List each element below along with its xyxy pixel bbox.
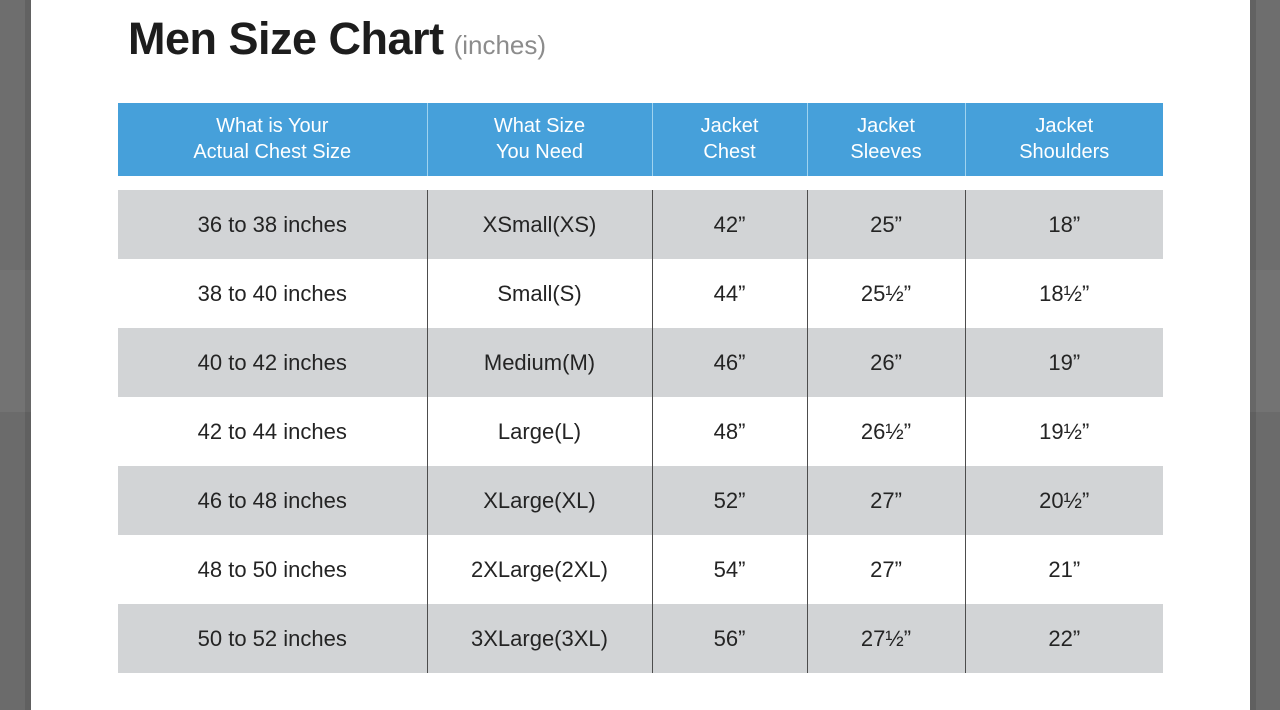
page-title-unit: (inches) <box>453 30 547 60</box>
cell-jacket-chest: 44” <box>651 259 807 328</box>
header-line-1: Jacket <box>1035 114 1094 137</box>
table-row: 42 to 44 inches Large(L) 48” 26½” 19½” <box>118 397 1163 466</box>
cell-size-needed: Medium(M) <box>426 328 652 397</box>
cell-jacket-shoulders: 22” <box>964 604 1163 673</box>
table-row: 50 to 52 inches 3XLarge(3XL) 56” 27½” 22… <box>118 604 1163 673</box>
header-row: What is Your Actual Chest Size What Size… <box>118 103 1163 176</box>
header-line-1: What Size <box>493 114 586 137</box>
header-body-gap <box>118 176 1163 190</box>
cell-jacket-shoulders: 18½” <box>964 259 1163 328</box>
header-line-2: Shoulders <box>1019 140 1110 163</box>
table-row: 38 to 40 inches Small(S) 44” 25½” 18½” <box>118 259 1163 328</box>
table-body: 36 to 38 inches XSmall(XS) 42” 25” 18” 3… <box>118 176 1163 673</box>
cell-chest-size: 42 to 44 inches <box>118 397 427 466</box>
size-chart-table: What is Your Actual Chest Size What Size… <box>118 103 1163 673</box>
cell-chest-size: 38 to 40 inches <box>118 259 427 328</box>
cell-jacket-sleeves: 27” <box>806 466 965 535</box>
page-title: Men Size Chart (inches) <box>128 16 546 61</box>
header-line-1: What is Your <box>216 114 329 137</box>
cell-jacket-shoulders: 20½” <box>964 466 1163 535</box>
cell-chest-size: 46 to 48 inches <box>118 466 427 535</box>
cell-jacket-sleeves: 27½” <box>806 604 965 673</box>
cell-chest-size: 40 to 42 inches <box>118 328 427 397</box>
header-line-1: Jacket <box>700 114 759 137</box>
cell-jacket-sleeves: 27” <box>806 535 965 604</box>
left-bar-edge-shade <box>25 0 31 710</box>
cell-jacket-shoulders: 18” <box>964 190 1163 259</box>
cell-jacket-sleeves: 25½” <box>806 259 965 328</box>
cell-jacket-sleeves: 25” <box>806 190 965 259</box>
cell-chest-size: 36 to 38 inches <box>118 190 427 259</box>
cell-jacket-chest: 52” <box>651 466 807 535</box>
cell-jacket-chest: 42” <box>651 190 807 259</box>
column-header-jacket-sleeves: Jacket Sleeves <box>806 103 965 176</box>
cell-size-needed: XSmall(XS) <box>426 190 652 259</box>
cell-jacket-shoulders: 19” <box>964 328 1163 397</box>
header-line-2: Sleeves <box>850 140 922 163</box>
cell-size-needed: XLarge(XL) <box>426 466 652 535</box>
cell-size-needed: 3XLarge(3XL) <box>426 604 652 673</box>
column-header-jacket-shoulders: Jacket Shoulders <box>964 103 1163 176</box>
cell-chest-size: 48 to 50 inches <box>118 535 427 604</box>
cell-size-needed: Small(S) <box>426 259 652 328</box>
header-line-1: Jacket <box>857 114 915 137</box>
cell-jacket-chest: 48” <box>651 397 807 466</box>
document-page: Men Size Chart (inches) What is Your Act… <box>31 0 1250 710</box>
cell-jacket-sleeves: 26” <box>806 328 965 397</box>
cell-jacket-shoulders: 21” <box>964 535 1163 604</box>
cell-jacket-shoulders: 19½” <box>964 397 1163 466</box>
header-line-2: Actual Chest Size <box>193 140 352 163</box>
left-letterbox-bar <box>0 0 31 710</box>
column-header-actual-chest-size: What is Your Actual Chest Size <box>118 103 427 176</box>
cell-jacket-chest: 54” <box>651 535 807 604</box>
cell-jacket-chest: 46” <box>651 328 807 397</box>
right-bar-edge-shade <box>1250 0 1256 710</box>
table-header: What is Your Actual Chest Size What Size… <box>118 103 1163 176</box>
cell-size-needed: 2XLarge(2XL) <box>426 535 652 604</box>
header-line-2: You Need <box>495 140 584 163</box>
table-row: 46 to 48 inches XLarge(XL) 52” 27” 20½” <box>118 466 1163 535</box>
right-letterbox-bar <box>1250 0 1280 710</box>
table-row: 36 to 38 inches XSmall(XS) 42” 25” 18” <box>118 190 1163 259</box>
cell-chest-size: 50 to 52 inches <box>118 604 427 673</box>
page-title-main: Men Size Chart <box>128 13 444 64</box>
table-row: 40 to 42 inches Medium(M) 46” 26” 19” <box>118 328 1163 397</box>
cell-jacket-sleeves: 26½” <box>806 397 965 466</box>
cell-size-needed: Large(L) <box>426 397 652 466</box>
table-row: 48 to 50 inches 2XLarge(2XL) 54” 27” 21” <box>118 535 1163 604</box>
column-header-size-you-need: What Size You Need <box>426 103 652 176</box>
column-header-jacket-chest: Jacket Chest <box>651 103 807 176</box>
cell-jacket-chest: 56” <box>651 604 807 673</box>
header-line-2: Chest <box>703 140 756 163</box>
